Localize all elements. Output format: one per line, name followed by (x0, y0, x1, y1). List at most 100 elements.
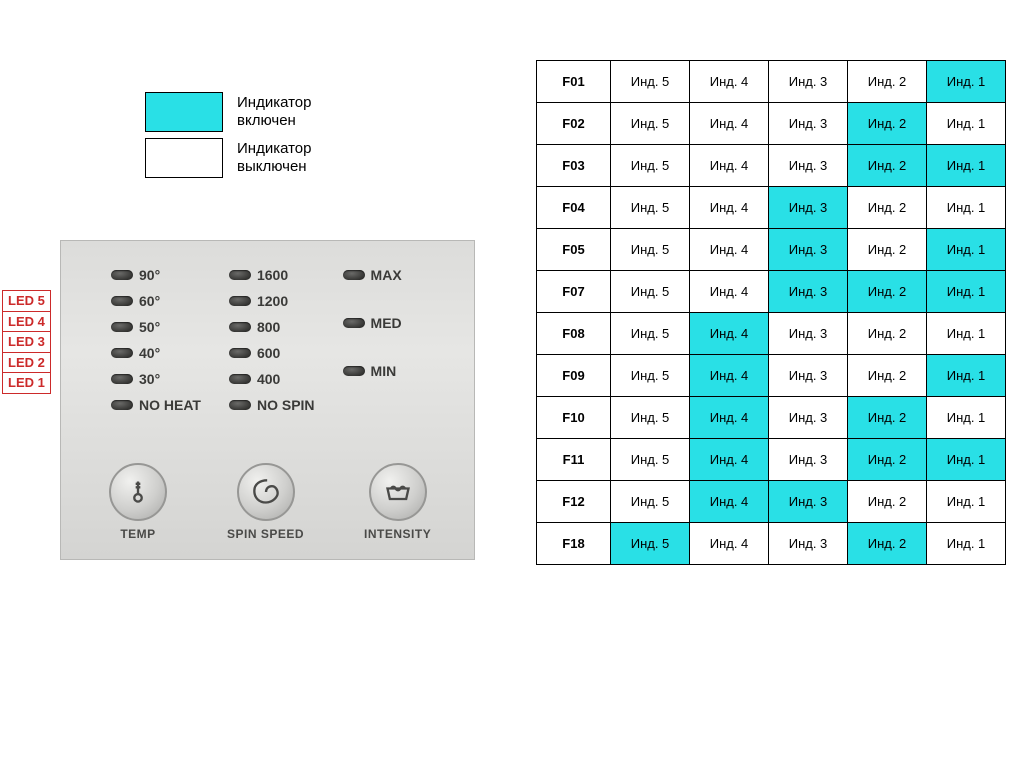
intensity-label: MAX (371, 267, 402, 283)
error-row: F12Инд. 5Инд. 4Инд. 3Инд. 2Инд. 1 (537, 481, 1006, 523)
indicator-cell: Инд. 4 (690, 439, 769, 481)
indicator-cell: Инд. 5 (611, 481, 690, 523)
indicator-cell: Инд. 3 (769, 481, 848, 523)
spin-label: 1600 (257, 267, 288, 283)
indicator-cell: Инд. 5 (611, 61, 690, 103)
intensity-button-label: INTENSITY (364, 527, 431, 541)
legend-row-on: Индикаторвключен (145, 92, 445, 132)
error-code: F11 (537, 439, 611, 481)
spin-label: 400 (257, 371, 280, 387)
indicator-cell: Инд. 3 (769, 103, 848, 145)
error-code: F08 (537, 313, 611, 355)
led-icon (111, 270, 133, 280)
legend-swatch-on (145, 92, 223, 132)
indicator-cell: Инд. 2 (848, 355, 927, 397)
indicator-cell: Инд. 2 (848, 187, 927, 229)
indicator-cell: Инд. 3 (769, 313, 848, 355)
error-code-table: F01Инд. 5Инд. 4Инд. 3Инд. 2Инд. 1F02Инд.… (536, 60, 1006, 565)
error-row: F05Инд. 5Инд. 4Инд. 3Инд. 2Инд. 1 (537, 229, 1006, 271)
temp-button[interactable]: TEMP (109, 463, 167, 541)
indicator-cell: Инд. 4 (690, 229, 769, 271)
spin-label: 1200 (257, 293, 288, 309)
legend: Индикаторвключен Индикаторвыключен (145, 92, 445, 184)
indicator-cell: Инд. 4 (690, 103, 769, 145)
indicator-cell: Инд. 5 (611, 439, 690, 481)
error-row: F07Инд. 5Инд. 4Инд. 3Инд. 2Инд. 1 (537, 271, 1006, 313)
error-code: F03 (537, 145, 611, 187)
error-row: F01Инд. 5Инд. 4Инд. 3Инд. 2Инд. 1 (537, 61, 1006, 103)
indicator-cell: Инд. 2 (848, 271, 927, 313)
error-code: F10 (537, 397, 611, 439)
led-icon (343, 366, 365, 376)
error-row: F08Инд. 5Инд. 4Инд. 3Инд. 2Инд. 1 (537, 313, 1006, 355)
indicator-cell: Инд. 2 (848, 397, 927, 439)
indicator-cell: Инд. 5 (611, 187, 690, 229)
indicator-cell: Инд. 5 (611, 523, 690, 565)
indicator-cell: Инд. 4 (690, 271, 769, 313)
indicator-cell: Инд. 1 (927, 397, 1006, 439)
spin-label: 600 (257, 345, 280, 361)
indicator-cell: Инд. 2 (848, 313, 927, 355)
error-code: F18 (537, 523, 611, 565)
intensity-button[interactable]: INTENSITY (364, 463, 431, 541)
spin-column: 1600 1200 800 600 400 NO SPIN (229, 265, 315, 415)
led-icon (229, 348, 251, 358)
led-icon (111, 374, 133, 384)
appliance-panel: 90° 60° 50° 40° 30° NO HEAT 1600 1200 80… (60, 240, 475, 560)
temp-label: 30° (139, 371, 160, 387)
indicator-cell: Инд. 3 (769, 187, 848, 229)
error-row: F10Инд. 5Инд. 4Инд. 3Инд. 2Инд. 1 (537, 397, 1006, 439)
indicator-cell: Инд. 1 (927, 61, 1006, 103)
temp-label: 40° (139, 345, 160, 361)
indicator-cell: Инд. 5 (611, 313, 690, 355)
spin-button[interactable]: SPIN SPEED (227, 463, 304, 541)
led-icon (229, 400, 251, 410)
indicator-cell: Инд. 1 (927, 103, 1006, 145)
callout-led5: LED 5 (2, 290, 51, 312)
led-icon (229, 296, 251, 306)
temp-column: 90° 60° 50° 40° 30° NO HEAT (111, 265, 201, 415)
intensity-label: MIN (371, 363, 397, 379)
error-row: F02Инд. 5Инд. 4Инд. 3Инд. 2Инд. 1 (537, 103, 1006, 145)
error-code: F09 (537, 355, 611, 397)
indicator-cell: Инд. 3 (769, 355, 848, 397)
indicator-cell: Инд. 3 (769, 145, 848, 187)
indicator-cell: Инд. 4 (690, 187, 769, 229)
indicator-cell: Инд. 3 (769, 397, 848, 439)
tub-icon (369, 463, 427, 521)
error-row: F09Инд. 5Инд. 4Инд. 3Инд. 2Инд. 1 (537, 355, 1006, 397)
indicator-cell: Инд. 3 (769, 439, 848, 481)
led-icon (343, 318, 365, 328)
indicator-cell: Инд. 4 (690, 313, 769, 355)
page-root: Индикаторвключен Индикаторвыключен LED 5… (0, 0, 1024, 768)
indicator-cell: Инд. 3 (769, 271, 848, 313)
indicator-cell: Инд. 2 (848, 145, 927, 187)
error-code: F04 (537, 187, 611, 229)
indicator-cell: Инд. 4 (690, 61, 769, 103)
indicator-cell: Инд. 5 (611, 103, 690, 145)
indicator-cell: Инд. 2 (848, 481, 927, 523)
error-table-body: F01Инд. 5Инд. 4Инд. 3Инд. 2Инд. 1F02Инд.… (537, 61, 1006, 565)
indicator-cell: Инд. 4 (690, 397, 769, 439)
led-icon (111, 322, 133, 332)
spin-button-label: SPIN SPEED (227, 527, 304, 541)
error-row: F18Инд. 5Инд. 4Инд. 3Инд. 2Инд. 1 (537, 523, 1006, 565)
indicator-cell: Инд. 5 (611, 271, 690, 313)
indicator-cell: Инд. 4 (690, 481, 769, 523)
led-icon (111, 296, 133, 306)
spiral-icon (237, 463, 295, 521)
indicator-cell: Инд. 3 (769, 229, 848, 271)
indicator-cell: Инд. 4 (690, 145, 769, 187)
indicator-cell: Инд. 5 (611, 397, 690, 439)
legend-label-off: Индикаторвыключен (237, 140, 312, 176)
panel-buttons: TEMP SPIN SPEED INTENSITY (109, 463, 431, 541)
error-code: F02 (537, 103, 611, 145)
led-icon (229, 374, 251, 384)
callout-led2: LED 2 (2, 353, 51, 374)
error-code: F12 (537, 481, 611, 523)
legend-swatch-off (145, 138, 223, 178)
indicator-cell: Инд. 3 (769, 61, 848, 103)
indicator-cell: Инд. 2 (848, 103, 927, 145)
indicator-cell: Инд. 4 (690, 355, 769, 397)
led-icon (229, 322, 251, 332)
